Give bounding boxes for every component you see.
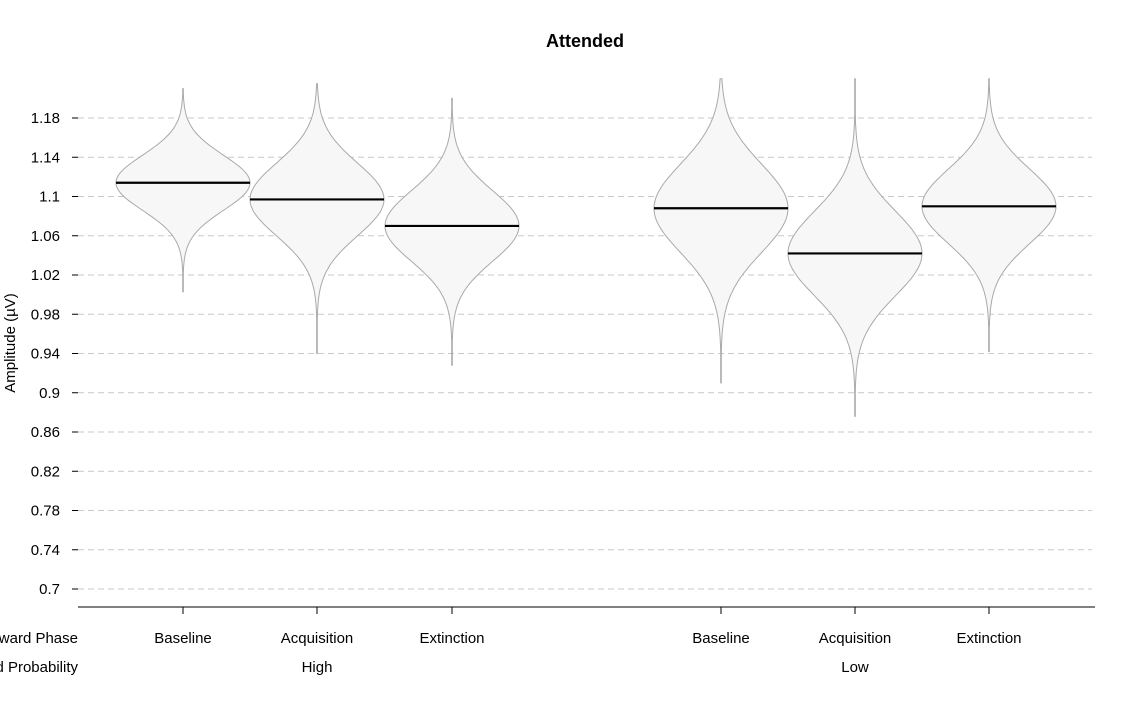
group-label: High <box>302 659 333 676</box>
y-tick-label: 1.1 <box>39 189 60 206</box>
y-tick-label: 1.06 <box>31 228 60 245</box>
x-tick-label: Acquisition <box>281 630 354 647</box>
gridlines <box>78 117 1092 590</box>
group-label: Low <box>841 659 869 676</box>
y-axis-label: Amplitude (µV) <box>2 293 19 393</box>
y-tick-label: 1.02 <box>31 267 60 284</box>
x-tick-label: Extinction <box>419 630 484 647</box>
y-tick-label: 0.74 <box>31 542 60 559</box>
chart-title: Attended <box>546 31 624 51</box>
x-tick-label: Baseline <box>692 630 750 647</box>
violin-high-baseline <box>115 88 251 293</box>
y-tick-label: 1.14 <box>31 149 60 166</box>
row-label-phase: Reward Phase <box>0 630 78 647</box>
y-tick-label: 0.86 <box>31 424 60 441</box>
y-tick-label: 0.82 <box>31 463 60 480</box>
x-tick-label: Extinction <box>956 630 1021 647</box>
violin-low-extinction <box>921 78 1057 352</box>
y-tick-label: 0.9 <box>39 385 60 402</box>
violin-high-extinction <box>384 97 520 366</box>
y-tick-label: 0.94 <box>31 346 60 363</box>
violin-high-acquisition <box>249 83 385 354</box>
y-tick-label: 0.98 <box>31 306 60 323</box>
violin-low-acquisition <box>787 78 923 417</box>
y-tick-label: 1.18 <box>31 110 60 127</box>
y-tick-label: 0.78 <box>31 503 60 520</box>
y-tick-label: 0.7 <box>39 581 60 598</box>
violin-low-baseline <box>653 78 789 384</box>
violins <box>115 78 1057 417</box>
y-axis-ticks: 0.7 0.74 0.78 0.82 0.86 0.9 0.94 0.98 1.02 1.06 1.… <box>31 110 78 598</box>
row-label-probability: Reward Probability <box>0 659 78 676</box>
x-tick-label: Baseline <box>154 630 212 647</box>
x-axis-ticks: Baseline Acquisition Extinction High Baselin… <box>154 607 1022 676</box>
x-tick-label: Acquisition <box>819 630 892 647</box>
